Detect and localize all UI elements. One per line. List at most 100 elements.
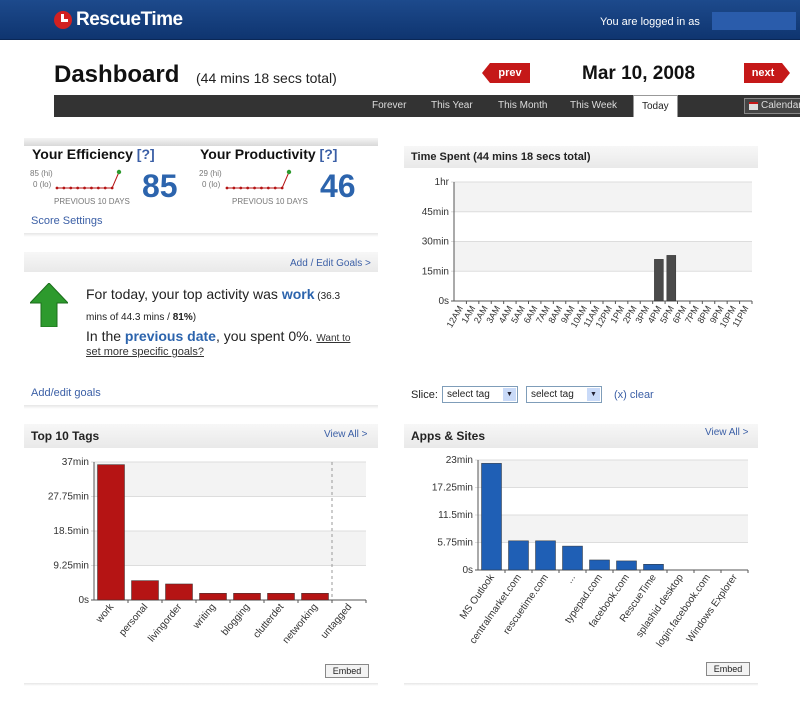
x-tick-label: livingorder bbox=[146, 601, 185, 644]
bar bbox=[481, 463, 502, 571]
panel-divider bbox=[404, 683, 758, 686]
want-to-link[interactable]: Want to bbox=[316, 333, 351, 344]
time-spent-title: Time Spent (44 mins 18 secs total) bbox=[411, 151, 591, 163]
tab-this-year[interactable]: This Year bbox=[431, 100, 473, 111]
sparkline-point bbox=[260, 186, 263, 190]
apps-view-all-link[interactable]: View All > bbox=[705, 427, 749, 438]
current-date: Mar 10, 2008 bbox=[582, 63, 696, 84]
x-tick-label: work bbox=[94, 601, 117, 626]
sparkline-point bbox=[83, 186, 86, 190]
add-edit-goals-link[interactable]: Add/edit goals bbox=[31, 387, 101, 399]
clock-icon bbox=[54, 11, 72, 29]
top-bar: RescueTime You are logged in as bbox=[0, 0, 800, 40]
x-tick-label: clutterdet bbox=[251, 602, 286, 641]
apps-header bbox=[404, 424, 758, 448]
productivity-title: Your Productivity [?] bbox=[200, 146, 338, 162]
bar bbox=[97, 464, 125, 601]
y-tick-label: 1hr bbox=[435, 177, 450, 188]
bar bbox=[643, 564, 664, 571]
x-tick-label: personal bbox=[117, 602, 150, 638]
tab-today[interactable]: Today bbox=[633, 95, 678, 117]
logo-text: RescueTime bbox=[76, 9, 183, 30]
bar bbox=[535, 540, 556, 571]
calendar-icon bbox=[749, 102, 758, 110]
score-settings-link[interactable]: Score Settings bbox=[31, 215, 103, 227]
sparkline-point bbox=[76, 186, 80, 190]
y-tick-label: 11.5min bbox=[438, 510, 473, 521]
x-tick-label: networking bbox=[281, 602, 321, 646]
add-edit-goals-link-top[interactable]: Add / Edit Goals > bbox=[290, 258, 371, 269]
tags-view-all-link[interactable]: View All > bbox=[324, 429, 368, 440]
bar bbox=[562, 545, 583, 571]
bar bbox=[654, 259, 664, 302]
y-tick-label: 27.75min bbox=[48, 492, 89, 503]
panel-top-bar bbox=[24, 138, 378, 146]
chevron-down-icon: ▼ bbox=[587, 388, 600, 401]
slice-select-2[interactable]: select tag ▼ bbox=[526, 386, 602, 403]
tab-forever[interactable]: Forever bbox=[372, 100, 407, 111]
y-tick-label: 0s bbox=[438, 296, 449, 307]
sparkline-path bbox=[227, 171, 290, 189]
productivity-score: 46 bbox=[320, 168, 356, 204]
sparkline-point bbox=[225, 186, 229, 190]
redacted-username bbox=[712, 12, 796, 30]
y-tick-label: 0s bbox=[462, 565, 473, 576]
grid-band bbox=[454, 241, 752, 272]
productivity-help-link[interactable]: [?] bbox=[319, 146, 338, 162]
sparkline-point bbox=[253, 186, 256, 190]
calendar-dropdown[interactable]: Calendar ▼ bbox=[744, 98, 800, 114]
y-tick-label: 0s bbox=[78, 595, 89, 606]
sparkline-point bbox=[55, 186, 59, 190]
x-tick-label: writing bbox=[191, 602, 219, 632]
y-tick-label: 15min bbox=[422, 266, 449, 277]
efficiency-caption: PREVIOUS 10 DAYS bbox=[54, 197, 130, 206]
sparkline-point bbox=[90, 186, 93, 190]
productivity-sparkline bbox=[225, 169, 292, 190]
period-tab-bar: Forever This Year This Month This Week T… bbox=[54, 95, 800, 117]
bar bbox=[301, 593, 329, 601]
efficiency-help-link[interactable]: [?] bbox=[136, 146, 155, 162]
bar bbox=[508, 540, 529, 571]
tags-embed-button[interactable]: Embed bbox=[325, 664, 369, 678]
x-tick-label: untagged bbox=[319, 602, 354, 641]
efficiency-lo: 0 (lo) bbox=[33, 180, 52, 189]
rescuetime-logo[interactable]: RescueTime bbox=[54, 9, 183, 31]
bar bbox=[267, 593, 295, 601]
time-spent-header bbox=[404, 146, 758, 168]
logged-in-text: You are logged in as bbox=[600, 16, 700, 28]
grid-band bbox=[454, 182, 752, 212]
tab-this-week[interactable]: This Week bbox=[570, 100, 618, 111]
sparkline-point bbox=[266, 186, 270, 190]
set-goals-link[interactable]: set more specific goals? bbox=[86, 346, 204, 358]
sparkline-point bbox=[116, 169, 122, 175]
y-tick-label: 5.75min bbox=[437, 538, 473, 549]
x-tick-label: Windows Explorer bbox=[685, 572, 741, 645]
y-tick-label: 17.25min bbox=[432, 483, 473, 494]
panel-divider bbox=[24, 233, 378, 237]
tags-title: Top 10 Tags bbox=[31, 429, 100, 443]
efficiency-sparkline bbox=[55, 169, 122, 190]
panel-divider bbox=[24, 683, 378, 686]
clear-slice-link[interactable]: (x) clear bbox=[614, 389, 654, 401]
goals-header bbox=[24, 252, 378, 272]
tab-this-month[interactable]: This Month bbox=[498, 100, 548, 111]
grid-band bbox=[94, 531, 366, 566]
page-subtitle: (44 mins 18 secs total) bbox=[196, 70, 337, 86]
grid-band bbox=[94, 462, 366, 497]
slice-select-1[interactable]: select tag ▼ bbox=[442, 386, 518, 403]
prev-button[interactable]: prev bbox=[482, 63, 530, 83]
sparkline-point bbox=[273, 186, 277, 190]
page-title: Dashboard bbox=[54, 61, 180, 88]
next-button[interactable]: next bbox=[744, 63, 790, 83]
panel-divider bbox=[24, 405, 378, 409]
y-tick-label: 23min bbox=[446, 455, 473, 466]
tags-chart: 0s 9.25min 18.5min 27.75min 37min work persona… bbox=[48, 457, 367, 646]
chevron-down-icon: ▼ bbox=[503, 388, 516, 401]
sparkline-point bbox=[69, 186, 73, 190]
sparkline-point bbox=[96, 186, 100, 190]
grid-band bbox=[478, 515, 748, 543]
bar bbox=[589, 559, 610, 571]
apps-embed-button[interactable]: Embed bbox=[706, 662, 750, 676]
tags-header bbox=[24, 424, 378, 448]
